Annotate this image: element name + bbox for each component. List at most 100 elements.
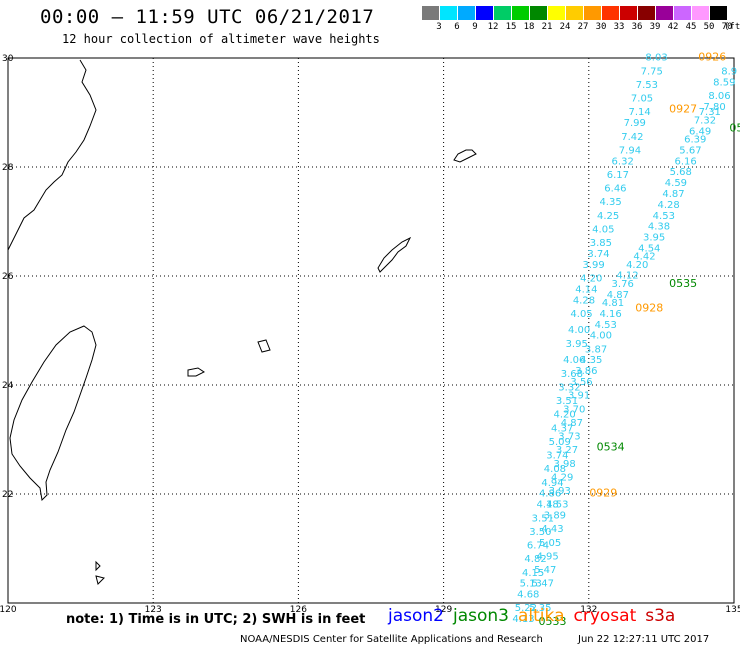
legend-tick: 42: [667, 22, 679, 32]
wave-height-value: 6.17: [607, 170, 629, 181]
wave-height-value: 4.35: [580, 355, 602, 366]
legend-swatch: [602, 6, 619, 20]
legend-tick: 33: [613, 22, 625, 32]
pass-time-label: 0927: [669, 103, 697, 116]
lon-tick-label: 123: [145, 605, 162, 615]
legend-tick: 21: [541, 22, 553, 32]
pass-time-label: 0928: [635, 301, 663, 314]
legend-swatch: [584, 6, 601, 20]
wave-height-value: 4.12: [616, 271, 638, 282]
satellite-jason2: jason2: [388, 606, 444, 626]
legend-tick: 9: [472, 22, 478, 32]
wave-height-value: 5.22: [515, 603, 537, 614]
wave-height-value: 3.70: [563, 404, 585, 415]
wave-height-value: 8.06: [708, 91, 730, 102]
wave-height-value: 4.95: [537, 551, 559, 562]
wave-height-value: 7.14: [628, 107, 650, 118]
legend-tick: 18: [523, 22, 535, 32]
wave-height-value: 7.99: [624, 118, 646, 129]
legend-swatch: [674, 6, 691, 20]
legend-tick: 70: [721, 22, 733, 32]
legend-tick: 24: [559, 22, 571, 32]
wave-height-value: 3.51: [556, 396, 578, 407]
satellite-legend: jason2 jason3 altika cryosat s3a: [388, 606, 684, 626]
lat-tick-label: 22: [2, 490, 13, 500]
wave-height-value: 3.91: [568, 391, 590, 402]
kyushu-coastline: [7, 59, 97, 251]
islet: [95, 575, 105, 585]
wave-height-value: 7.75: [641, 66, 663, 77]
wave-height-value: 3.32: [558, 382, 580, 393]
wave-height-value: 4.53: [546, 500, 568, 511]
wave-height-value: 3.74: [587, 249, 609, 260]
wave-height-value: 4.53: [595, 320, 617, 331]
legend-unit: (ft): [724, 22, 740, 32]
wave-height-value: 3.95: [643, 233, 665, 244]
wave-height-value: 6.32: [612, 156, 634, 167]
yaeyama-coastline: [187, 367, 205, 377]
wave-height-value: 3.27: [556, 445, 578, 456]
wave-height-value: 4.08: [544, 464, 566, 475]
wave-height-value: 5.09: [549, 437, 571, 448]
wave-height-value: 4.29: [551, 472, 573, 483]
wave-height-value: 4.14: [575, 284, 597, 295]
wave-height-value: 4.38: [648, 222, 670, 233]
wave-height-value: 4.00: [568, 325, 590, 336]
wave-height-value: 4.42: [633, 252, 655, 263]
wave-height-value: 6.16: [674, 156, 696, 167]
lat-tick-label: 30: [2, 54, 14, 64]
wave-height-value: 7.05: [631, 94, 653, 105]
wave-height-value: 5.13: [520, 579, 542, 590]
wave-height-value: 3.95: [566, 339, 588, 350]
wave-height-value: 3.89: [544, 511, 566, 522]
wave-height-value: 4.68: [517, 590, 539, 601]
wave-height-value: 4.06: [563, 355, 585, 366]
wave-height-value: 4.37: [551, 423, 573, 434]
wave-height-value: 4.28: [573, 295, 595, 306]
wave-height-value: 7.94: [619, 145, 641, 156]
lat-lon-grid: [8, 58, 734, 603]
wave-height-value: 5.35: [529, 603, 551, 614]
map-frame: [7, 57, 735, 604]
wave-height-value: 4.82: [524, 554, 546, 565]
wave-height-value: 6.39: [684, 134, 706, 145]
wave-height-value: 5.05: [539, 538, 561, 549]
legend-swatch: [638, 6, 655, 20]
wave-height-value: 3.74: [546, 451, 568, 462]
timestamp-text: Jun 22 12:27:11 UTC 2017: [578, 634, 710, 645]
legend-tick: 27: [577, 22, 589, 32]
wave-height-value: 4.00: [590, 331, 612, 342]
wave-height-value: 7.32: [694, 115, 716, 126]
legend-tick: 6: [454, 22, 460, 32]
wave-height-value: 3.87: [585, 344, 607, 355]
wave-height-value: 4.86: [539, 489, 561, 500]
lat-tick-label: 26: [2, 272, 14, 282]
legend-swatch: [548, 6, 565, 20]
wave-height-value: 3.93: [549, 486, 571, 497]
legend-tick: 3: [436, 22, 442, 32]
pass-time-label: 0926: [698, 51, 726, 64]
legend-swatch: [692, 6, 709, 20]
wave-height-value: 3.85: [590, 238, 612, 249]
legend-tick: 30: [595, 22, 607, 32]
lon-tick-label: 132: [580, 605, 597, 615]
lon-tick-label: 120: [0, 605, 17, 615]
wave-height-value: 4.20: [580, 273, 602, 284]
wave-height-value: 7.53: [636, 80, 658, 91]
wave-height-value: 5.47: [534, 565, 556, 576]
legend-swatch: [530, 6, 547, 20]
taiwan-coastline: [9, 325, 97, 502]
legend-swatch: [656, 6, 673, 20]
legend-swatch: [710, 6, 727, 20]
wave-height-value: 4.18: [537, 500, 559, 511]
wave-height-value: 6.74: [527, 541, 549, 552]
wave-height-value: 5.67: [679, 145, 701, 156]
wave-height-value: 3.99: [583, 260, 605, 271]
wave-height-value: 8.59: [713, 77, 735, 88]
islet: [95, 560, 101, 572]
legend-swatch: [440, 6, 457, 20]
legend-swatch: [476, 6, 493, 20]
wave-height-value: 4.13: [512, 614, 534, 625]
wave-height-value: 4.87: [662, 189, 684, 200]
